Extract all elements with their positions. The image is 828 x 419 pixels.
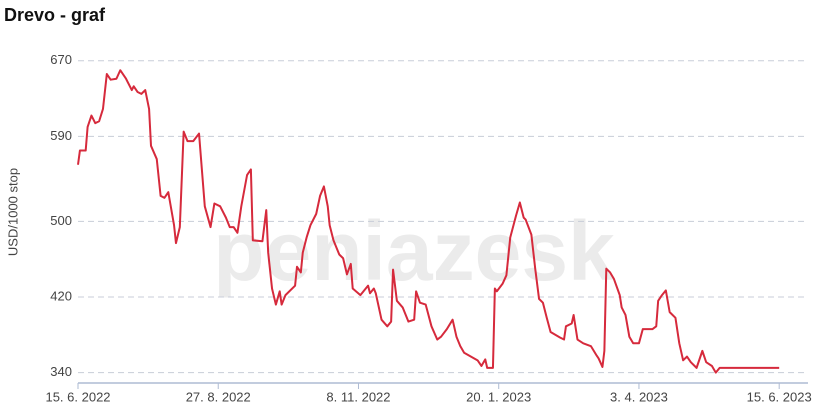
watermark: peniazesk bbox=[213, 204, 615, 298]
x-tick-label: 20. 1. 2023 bbox=[466, 389, 531, 404]
x-tick-label: 15. 6. 2023 bbox=[747, 389, 812, 404]
x-tick-label: 15. 6. 2022 bbox=[45, 389, 110, 404]
chart-title: Drevo - graf bbox=[4, 5, 106, 25]
y-axis-label: USD/1000 stop bbox=[5, 168, 20, 256]
y-tick-label: 500 bbox=[50, 213, 72, 228]
x-tick-label: 8. 11. 2022 bbox=[326, 389, 390, 404]
y-tick-label: 340 bbox=[50, 364, 72, 379]
x-tick-label: 27. 8. 2022 bbox=[186, 389, 251, 404]
y-tick-label: 420 bbox=[50, 288, 72, 303]
line bbox=[77, 69, 780, 374]
x-tick-label: 3. 4. 2023 bbox=[610, 389, 668, 404]
y-tick-label: 670 bbox=[50, 52, 72, 67]
y-tick-label: 590 bbox=[50, 128, 72, 143]
